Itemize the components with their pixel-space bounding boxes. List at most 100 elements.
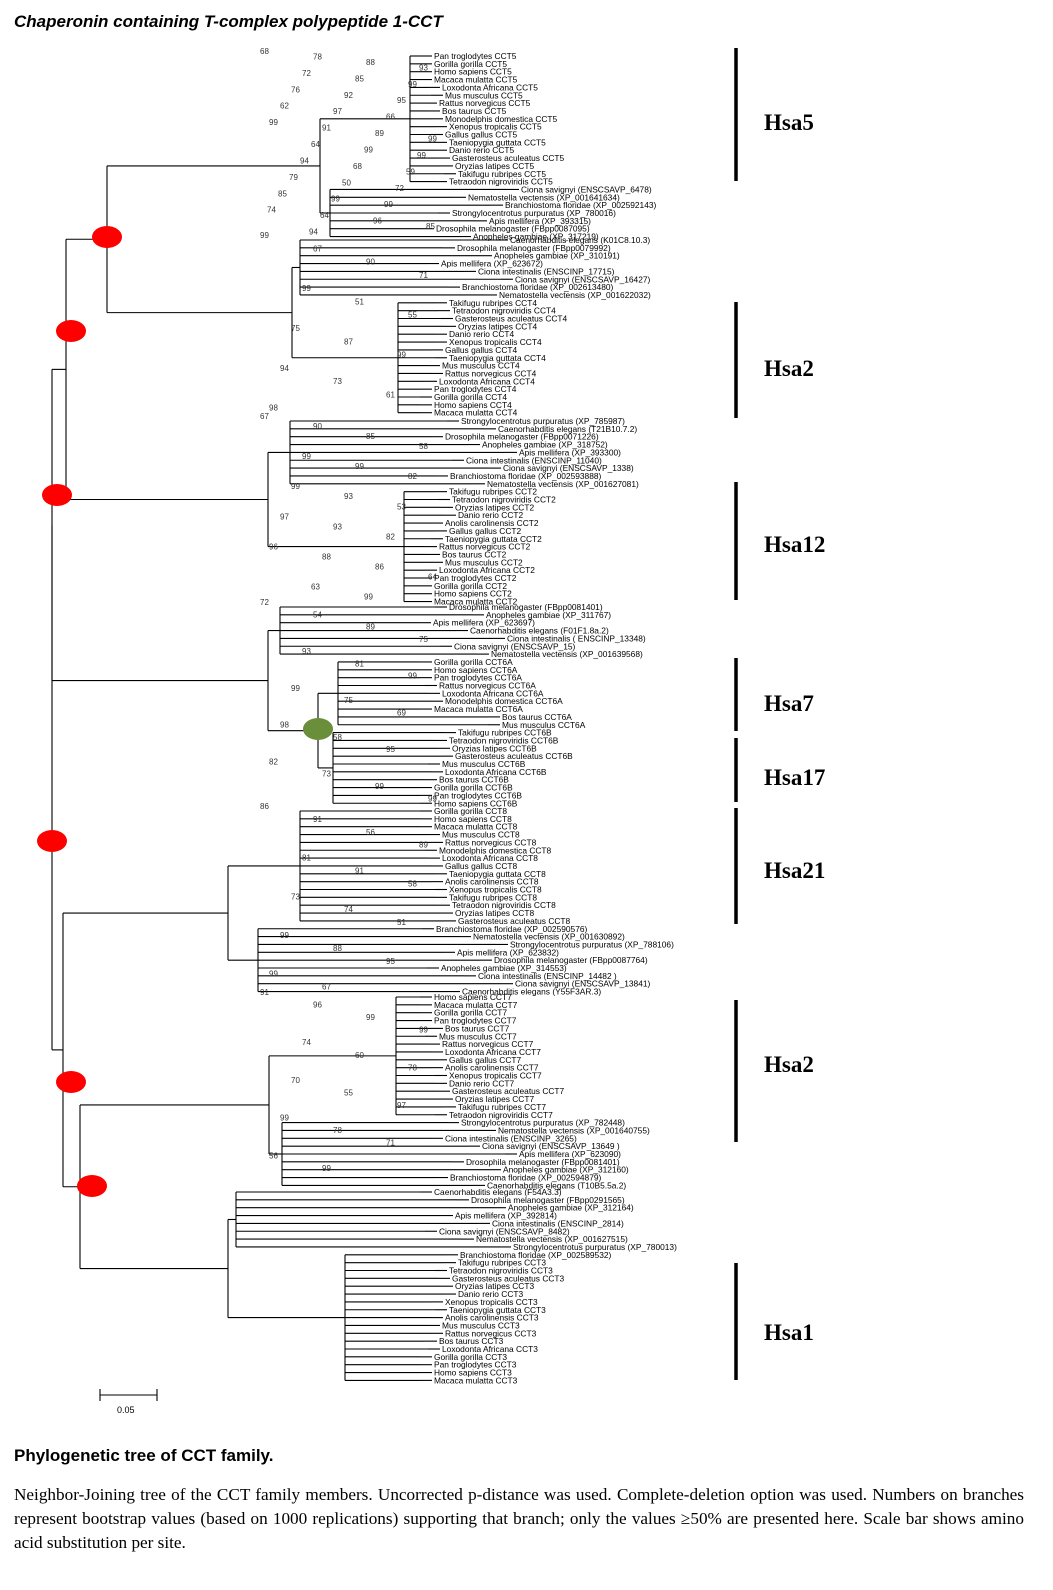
leaf-label: Branchiostoma floridae (XP_002594879) [450,1173,602,1183]
bootstrap-value: 99 [397,351,406,360]
leaf-label: Tetraodon nigroviridis CCT2 [452,495,556,505]
bootstrap-value: 99 [280,1114,289,1123]
bootstrap-value: 99 [375,782,384,791]
leaf-label: Xenopus tropicalis CCT4 [449,337,542,347]
bootstrap-value: 94 [309,228,318,237]
bootstrap-value: 59 [406,167,415,176]
bootstrap-value: 71 [419,271,428,280]
bootstrap-value: 99 [322,1164,331,1173]
leaf-label: Xenopus tropicalis CCT8 [449,885,542,895]
bootstrap-value: 58 [419,442,428,451]
leaf-label: Apis mellifera (XP_392814) [455,1211,557,1221]
bootstrap-value: 74 [344,905,353,914]
leaf-label: Ciona intestinalis (ENSCINP_14482 ) [478,971,617,981]
bootstrap-value: 99 [302,284,311,293]
bootstrap-value: 85 [366,432,375,441]
bootstrap-value: 86 [375,562,384,571]
leaf-label: Tetraodon nigroviridis CCT3 [449,1266,553,1276]
leaf-label: Anolis carolinensis CCT7 [445,1063,539,1073]
leaf-label: Danio rerio CCT4 [449,329,515,339]
bootstrap-value: 75 [291,324,300,333]
leaf-label: Takifugu rubripes CCT4 [449,298,537,308]
bootstrap-value: 97 [397,1101,406,1110]
leaf-label: Mus musculus CCT3 [442,1320,520,1330]
bootstrap-value: 99 [384,200,393,209]
leaf-label: Ciona intestinalis (ENSCINP_17715) [478,266,615,276]
leaf-label: Anopheles gambiae (XP_311767) [486,610,611,620]
clade-label: Hsa17 [764,765,825,790]
bootstrap-value: 66 [386,113,395,122]
leaf-label: Mus musculus CCT8 [442,830,520,840]
bootstrap-value: 51 [397,918,406,927]
leaf-label: Tetraodon nigroviridis CCT6B [449,735,559,745]
gene-duplication-node [77,1175,107,1197]
leaf-label: Macaca mulatta CCT5 [434,75,518,85]
bootstrap-value: 91 [260,988,269,997]
clade-label: Hsa2 [764,1052,814,1077]
leaf-label: Macaca mulatta CCT7 [434,1000,518,1010]
leaf-label: Homo sapiens CCT8 [434,814,512,824]
bootstrap-value: 95 [397,96,406,105]
leaf-label: Branchiostoma floridae (XP_002590576) [436,924,588,934]
leaf-label: Drosophila melanogaster (FBpp0081401) [466,1157,620,1167]
leaf-label: Xenopus tropicalis CCT7 [449,1071,542,1081]
bootstrap-value: 99 [260,231,269,240]
leaf-label: Gasterosteus aculeatus CCT6B [455,751,573,761]
leaf-label: Strongylocentrotus purpuratus (XP_782448… [461,1118,625,1128]
bootstrap-value: 92 [344,91,353,100]
leaf-label: Gasterosteus aculeatus CCT5 [452,153,565,163]
bootstrap-value: 98 [280,721,289,730]
leaf-label: Monodelphis domestica CCT6A [445,696,563,706]
bootstrap-value: 61 [386,390,395,399]
leaf-label: Takifugu rubripes CCT6B [458,728,552,738]
leaf-label: Drosophila melanogaster (FBpp0079992) [457,243,611,253]
leaf-label: Anopheles gambiae (XP_314553) [441,963,567,973]
leaf-label: Ciona intestinalis (ENSCINP_11040) [466,455,602,465]
leaf-label: Strongylocentrotus purpuratus (XP_780016… [452,208,616,218]
bootstrap-value: 99 [280,931,289,940]
leaf-label: Apis mellifera (XP_623832) [457,947,559,957]
gene-duplication-node [56,320,86,342]
leaf-label: Strongylocentrotus purpuratus (XP_785987… [461,416,625,426]
bootstrap-value: 64 [320,211,329,220]
leaf-label: Macaca mulatta CCT6A [434,704,523,714]
leaf-label: Macaca mulatta CCT2 [434,597,518,607]
bootstrap-value: 93 [344,492,353,501]
leaf-label: Takifugu rubripes CCT2 [449,487,537,497]
bootstrap-value: 73 [291,892,300,901]
bootstrap-value: 69 [397,708,406,717]
bootstrap-value: 91 [313,815,322,824]
leaf-label: Loxodonta Africana CCT6B [445,767,547,777]
leaf-label: Gorilla gorilla CCT6A [434,657,513,667]
leaf-label: Gallus gallus CCT4 [445,345,517,355]
leaf-label: Gasterosteus aculeatus CCT8 [458,916,571,926]
leaf-label: Apis mellifera (XP_623697) [433,618,535,628]
leaf-label: Gorilla gorilla CCT3 [434,1352,507,1362]
duplication-nodes [37,226,333,1197]
leaf-label: Anopheles gambiae (XP_312160) [503,1165,629,1175]
leaf-label: Ciona intestinalis (ENSCINP_2814) [492,1218,624,1228]
leaf-label: Caenorhabditis elegans (Y55F3AR.3) [462,987,601,997]
leaf-label: Branchiostoma floridae (XP_002593888) [450,471,602,481]
bootstrap-value: 74 [267,206,276,215]
leaf-label: Danio rerio CCT7 [449,1078,515,1088]
bootstrap-value: 99 [419,1026,428,1035]
leaf-label: Taeniopygia guttata CCT4 [449,353,546,363]
figure-title: Chaperonin containing T-complex polypept… [14,12,443,31]
leaf-label: Strongylocentrotus purpuratus (XP_780013… [513,1242,677,1252]
leaf-label: Drosophila melanogaster (FBpp0087764) [494,955,648,965]
leaf-label: Homo sapiens CCT2 [434,589,512,599]
leaf-label: Danio rerio CCT5 [449,145,515,155]
leaf-label: Loxodonta Africana CCT2 [439,565,535,575]
leaf-label: Anolis carolinensis CCT8 [445,877,539,887]
bootstrap-value: 72 [395,184,404,193]
leaf-label: Apis mellifera (XP_623090) [519,1149,621,1159]
leaf-label: Caenorhabditis elegans (T21B10.7.2) [498,424,637,434]
leaf-label: Oryzias latipes CCT2 [455,502,534,512]
leaf-label: Branchiostoma floridae (XP_002589532) [460,1250,612,1260]
bootstrap-value: 88 [366,58,375,67]
leaf-label: Takifugu rubripes CCT7 [458,1102,546,1112]
leaf-label: Bos taurus CCT7 [445,1023,510,1033]
